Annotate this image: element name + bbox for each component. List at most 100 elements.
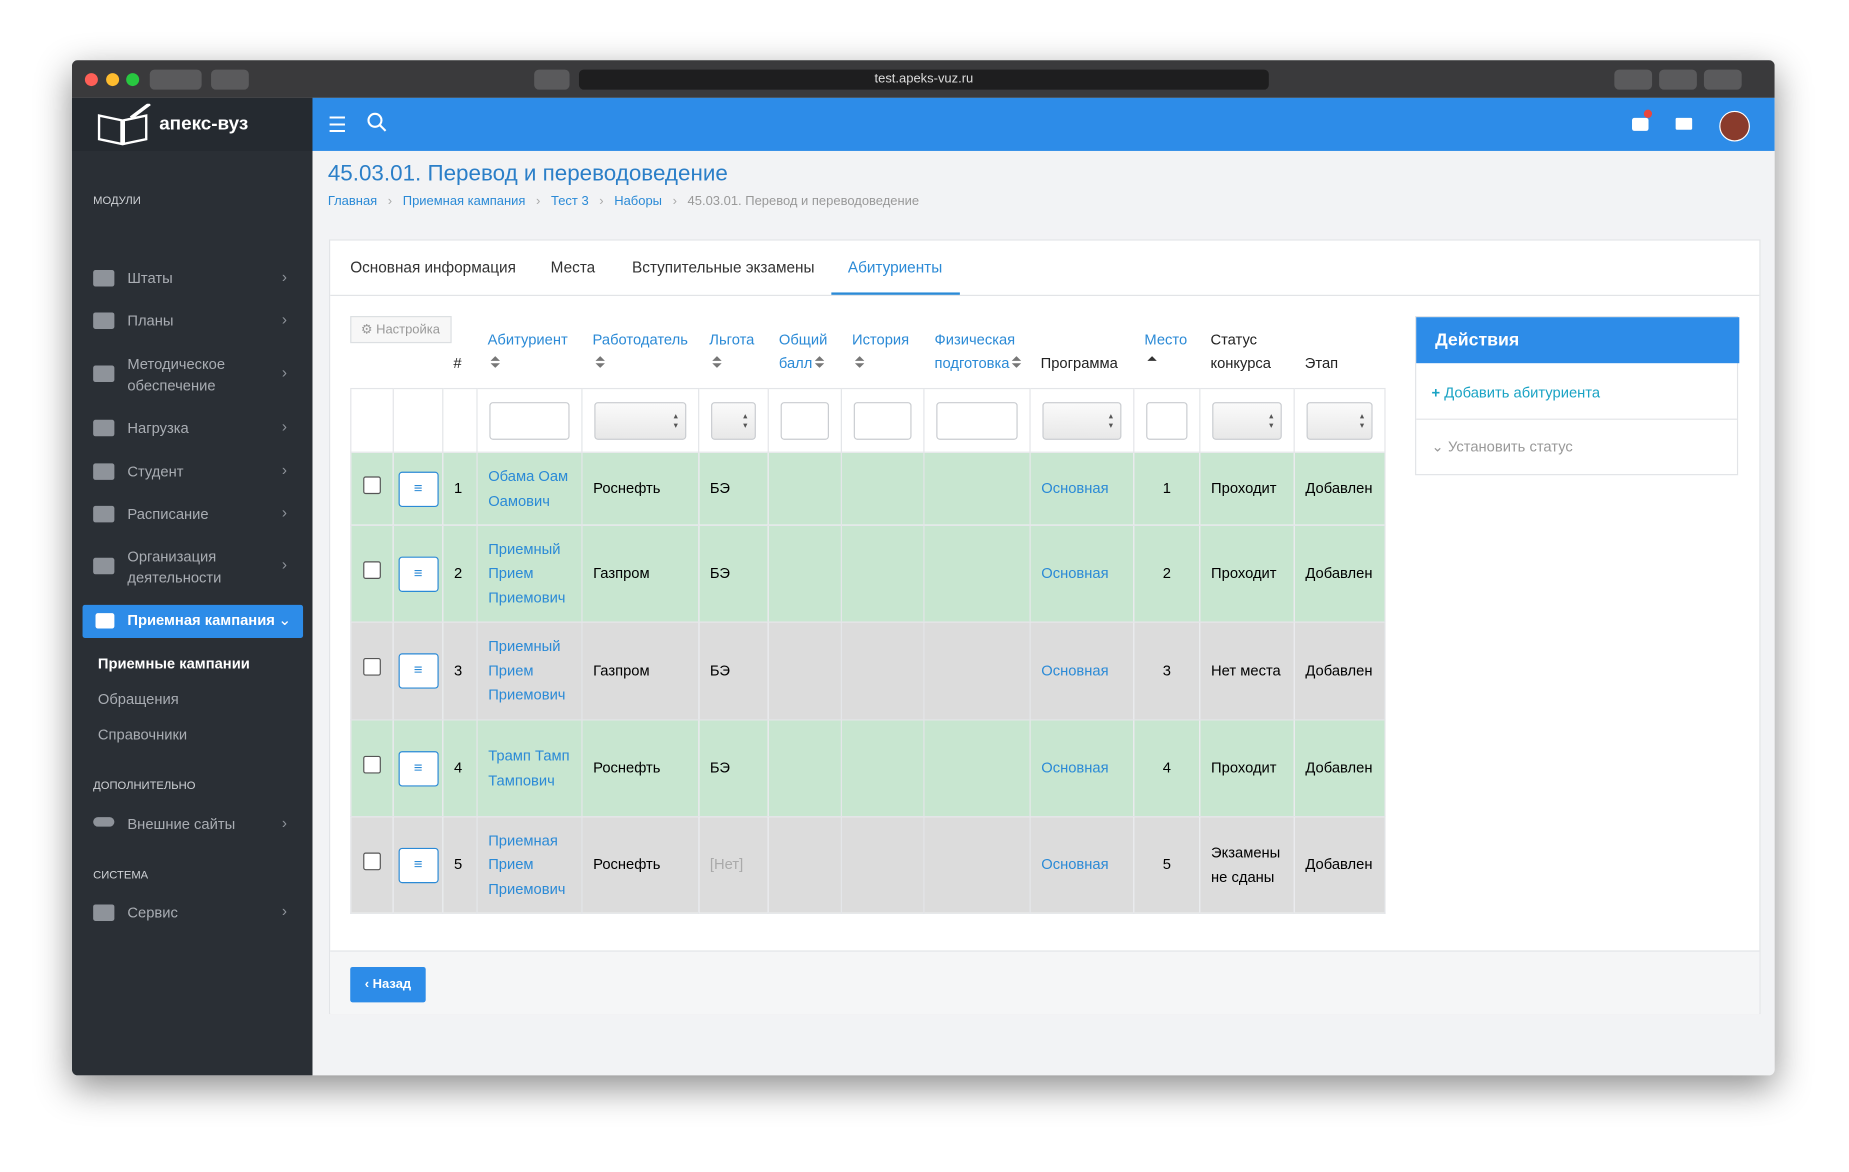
applicant-name[interactable]: Приемный Прием Приемович (488, 540, 566, 606)
program[interactable]: Основная (1041, 565, 1109, 582)
menu-toggle[interactable]: ☰ (327, 113, 347, 137)
applicant-name[interactable]: Трамп Тамп Тампович (488, 747, 570, 789)
table-row: ≡ 1 Обама Оам Оамович Роснефть БЭ Основная 1 Пр… (350, 451, 1386, 526)
chevron: › (281, 461, 287, 479)
shield[interactable] (534, 69, 570, 90)
cell (767, 524, 842, 623)
text-filter[interactable] (1146, 401, 1188, 440)
messages[interactable] (1675, 117, 1693, 130)
cell (767, 621, 842, 721)
menu-item[interactable]: Методическое обеспечение (127, 356, 226, 394)
page-title: 45.03.01. Перевод и переводоведение (327, 161, 728, 187)
cell (923, 816, 1031, 914)
applicant-name[interactable]: Обама Оам Оамович (488, 468, 569, 509)
search[interactable] (367, 112, 388, 133)
breadcrumb-link[interactable]: Приемная кампания (402, 194, 526, 209)
program[interactable]: Основная (1041, 662, 1109, 679)
tab[interactable]: Места (550, 258, 596, 276)
checkbox[interactable] (363, 852, 381, 870)
badge (1643, 109, 1653, 118)
header-label[interactable]: История (851, 331, 910, 348)
header-label[interactable]: Абитуриент (487, 331, 568, 348)
select-filter[interactable] (1306, 401, 1373, 440)
text-filter[interactable] (853, 401, 912, 440)
select-filter[interactable] (1042, 401, 1122, 440)
avatar[interactable] (1719, 110, 1750, 142)
status: Проходит (1211, 759, 1277, 777)
menu-item[interactable]: Студент (127, 463, 184, 480)
zoom[interactable] (126, 73, 140, 87)
breadcrumb-link[interactable]: Главная (327, 194, 378, 209)
submenu-item[interactable]: Обращения (97, 691, 179, 708)
filter-cell (1133, 387, 1201, 453)
menu-item[interactable]: Планы (127, 312, 174, 329)
row-menu-button[interactable]: ≡ (397, 653, 439, 689)
program[interactable]: Основная (1041, 480, 1109, 497)
submenu-item[interactable]: Приемные кампании (97, 655, 250, 673)
filter-cell (840, 387, 925, 453)
add-applicant[interactable]: + Добавить абитуриента (1431, 384, 1601, 401)
select-filter[interactable] (711, 401, 756, 440)
set-status[interactable]: ⌄ Установить статус (1431, 438, 1573, 456)
address-bar[interactable]: test.apeks-vuz.ru (578, 69, 1269, 90)
menu-item[interactable]: Внешние сайты (127, 816, 236, 833)
program[interactable]: Основная (1041, 856, 1109, 873)
submenu-item[interactable]: Справочники (97, 726, 188, 743)
cell: Основная (1029, 719, 1135, 818)
downloads[interactable] (1614, 69, 1653, 90)
notifications[interactable] (1632, 117, 1649, 131)
chevron: › (281, 267, 287, 286)
header-cell: Общий балл (768, 316, 842, 390)
tab[interactable]: Вступительные экзамены (632, 258, 815, 276)
select-filter[interactable] (1212, 401, 1282, 440)
checkbox[interactable] (363, 755, 381, 774)
header-label[interactable]: Работодатель (592, 331, 688, 348)
menu-item[interactable]: Организация деятельности (127, 548, 222, 587)
icon (95, 613, 115, 629)
text-filter[interactable] (489, 401, 570, 440)
program[interactable]: Основная (1041, 759, 1109, 777)
header-label[interactable]: Льгота (709, 331, 755, 348)
back-button[interactable]: ‹ Назад (350, 966, 426, 1003)
active-menu-item[interactable]: Приемная кампания ⌄ (82, 604, 304, 638)
select-filter[interactable] (594, 401, 687, 440)
header-label[interactable]: Место (1144, 331, 1188, 348)
checkbox[interactable] (363, 561, 381, 579)
cell: ≡ (392, 621, 444, 721)
row-menu-button[interactable]: ≡ (397, 555, 439, 592)
card: ⚙ Настройка # Абитуриент Работодатель Льгот… (328, 239, 1761, 1015)
header-label[interactable]: Физическая подготовка (934, 331, 1016, 372)
minimize[interactable] (106, 73, 120, 87)
settings-button[interactable]: ⚙ Настройка (350, 316, 452, 344)
applicant-name[interactable]: Приемная Прием Приемович (488, 832, 566, 898)
row-menu-button[interactable]: ≡ (397, 471, 439, 507)
applicant-name[interactable]: Приемный Прием Приемович (488, 638, 566, 704)
cell (840, 621, 925, 721)
sort-icon (1146, 356, 1157, 361)
row-menu-button[interactable]: ≡ (397, 847, 439, 883)
actions-panel: Действия + Добавить абитуриента ⌄ Устано… (1415, 316, 1740, 476)
text-filter[interactable] (936, 401, 1018, 440)
checkbox[interactable] (363, 476, 381, 494)
checkbox[interactable] (363, 658, 381, 676)
breadcrumb-link[interactable]: Тест 3 (550, 194, 589, 209)
tabs[interactable] (1703, 69, 1742, 90)
header-cell: Льгота (698, 316, 769, 390)
header-label[interactable]: Общий балл (778, 331, 828, 372)
nav-buttons[interactable] (149, 69, 202, 90)
share[interactable] (1659, 69, 1697, 90)
tab[interactable]: Абитуриенты (847, 258, 943, 276)
breadcrumb-link[interactable]: Наборы (614, 194, 662, 209)
text-filter[interactable] (780, 401, 829, 440)
close[interactable] (84, 73, 98, 87)
tab[interactable]: Основная информация (350, 258, 516, 276)
sidebar-toggle[interactable] (211, 69, 249, 90)
menu-item[interactable]: Штаты (127, 270, 173, 287)
cell: 3 (1133, 621, 1201, 721)
menu-item[interactable]: Сервис (127, 904, 178, 921)
icon (93, 505, 115, 523)
row-menu-button[interactable]: ≡ (397, 750, 439, 786)
menu-item[interactable]: Нагрузка (127, 419, 189, 437)
menu-item[interactable]: Расписание (127, 505, 209, 523)
